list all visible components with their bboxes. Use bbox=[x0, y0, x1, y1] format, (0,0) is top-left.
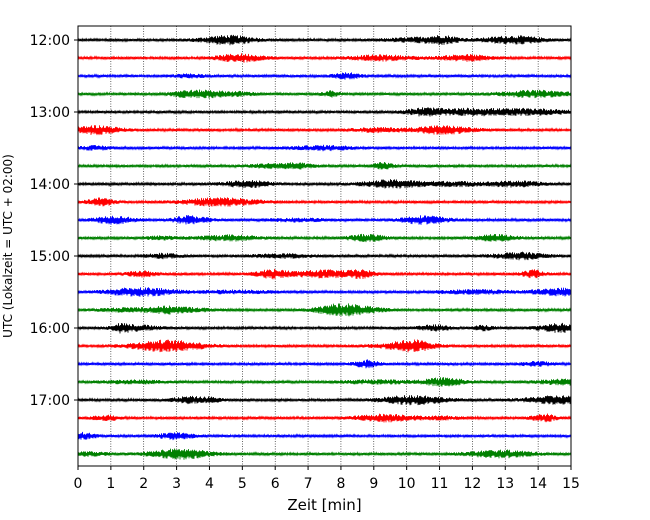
seismogram-trace bbox=[77, 72, 572, 80]
x-axis-label: Zeit [min] bbox=[287, 496, 361, 514]
seismogram-trace bbox=[77, 377, 572, 387]
seismogram-trace bbox=[77, 34, 572, 46]
x-tick-label: 13 bbox=[496, 476, 514, 492]
seismogram-trace bbox=[77, 359, 572, 369]
x-tick-label: 8 bbox=[336, 476, 345, 492]
x-tick-label: 1 bbox=[106, 476, 115, 492]
x-tick-label: 15 bbox=[562, 476, 580, 492]
x-tick-label: 6 bbox=[271, 476, 280, 492]
x-tick-label: 14 bbox=[529, 476, 547, 492]
seismogram-trace bbox=[77, 448, 572, 460]
y-tick-label: 12:00 bbox=[30, 33, 70, 49]
seismogram-trace bbox=[77, 89, 572, 99]
y-axis-ticks: 12:00 13:00 14:00 15:00 16:00 17:00 bbox=[30, 33, 78, 409]
seismogram-trace bbox=[77, 107, 572, 117]
plot-frame bbox=[77, 25, 572, 467]
seismogram-trace bbox=[77, 233, 572, 243]
y-tick-label: 17:00 bbox=[30, 393, 70, 409]
x-tick-label: 5 bbox=[238, 476, 247, 492]
seismogram-trace bbox=[77, 413, 572, 423]
y-tick-label: 13:00 bbox=[30, 105, 70, 121]
seismogram-trace bbox=[77, 162, 572, 170]
seismogram-trace bbox=[77, 268, 572, 280]
y-tick-label: 15:00 bbox=[30, 249, 70, 265]
x-tick-label: 10 bbox=[398, 476, 416, 492]
y-tick-label: 14:00 bbox=[30, 177, 70, 193]
seismogram-traces bbox=[77, 34, 572, 460]
y-tick-label: 16:00 bbox=[30, 321, 70, 337]
x-tick-label: 2 bbox=[139, 476, 148, 492]
grid-lines bbox=[110, 26, 539, 466]
x-tick-label: 3 bbox=[172, 476, 181, 492]
x-tick-label: 7 bbox=[304, 476, 313, 492]
seismogram-trace bbox=[77, 395, 572, 406]
x-axis-ticks: 0 1 2 3 4 5 6 7 8 9 10 11 12 13 14 15 bbox=[74, 466, 580, 492]
seismogram-trace bbox=[77, 197, 572, 207]
seismogram-trace bbox=[77, 53, 572, 63]
seismogram-trace bbox=[77, 215, 572, 225]
seismogram-trace bbox=[77, 125, 572, 136]
seismogram-trace bbox=[77, 287, 572, 297]
x-tick-label: 12 bbox=[463, 476, 481, 492]
seismogram-trace bbox=[77, 339, 572, 353]
x-tick-label: 0 bbox=[74, 476, 83, 492]
x-tick-label: 11 bbox=[431, 476, 449, 492]
seismogram-trace bbox=[77, 144, 572, 152]
x-tick-label: 4 bbox=[205, 476, 214, 492]
seismogram-trace bbox=[77, 303, 572, 317]
y-axis-label: UTC (Lokalzeit = UTC + 02:00) bbox=[1, 154, 15, 338]
seismogram-trace bbox=[77, 431, 572, 441]
seismogram-trace bbox=[77, 322, 572, 334]
x-tick-label: 9 bbox=[369, 476, 378, 492]
seismogram-trace bbox=[77, 179, 572, 189]
seismogram-trace bbox=[77, 251, 572, 261]
